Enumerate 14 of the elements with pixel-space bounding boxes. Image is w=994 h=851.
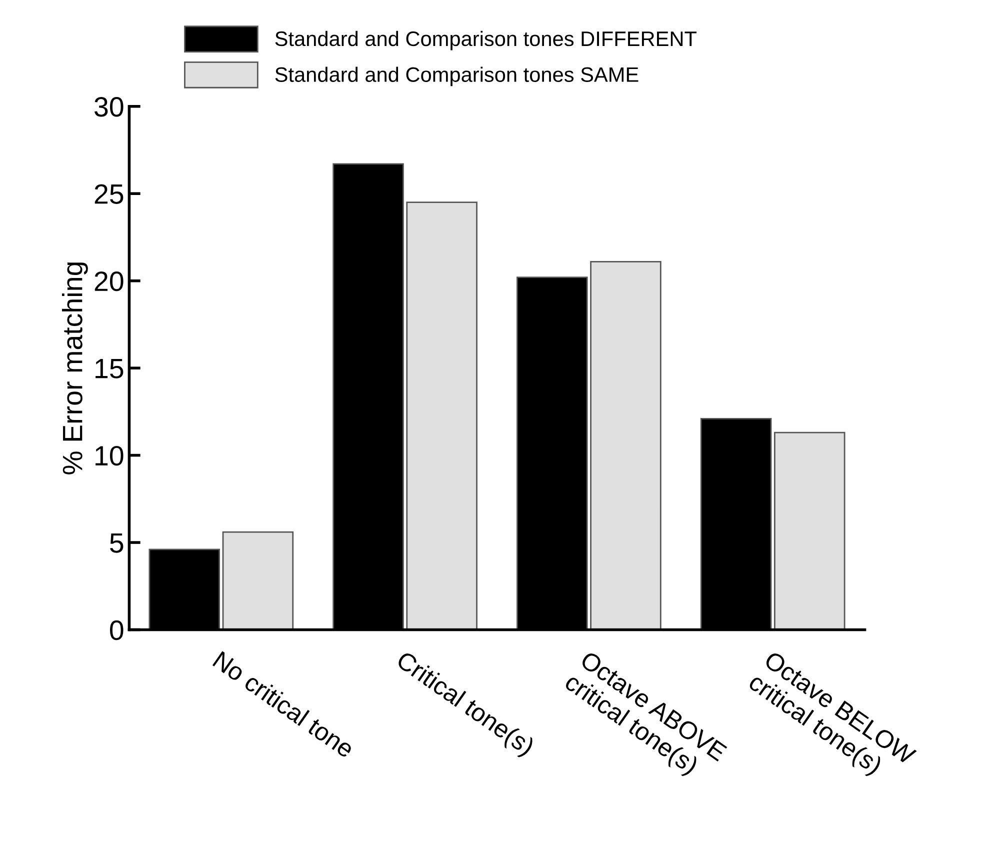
y-tick-label: 15 [96,359,124,378]
bar [590,260,662,630]
legend-label: Standard and Comparison tones DIFFERENT [275,30,696,50]
bar [222,531,294,630]
y-tick-label: 20 [94,272,124,292]
y-tick-label: 30 [94,97,124,117]
y-axis-title: % Error matching [62,262,88,474]
legend-label: Standard and Comparison tones SAME [275,66,638,86]
y-tick-label: 25 [94,184,124,204]
y-tick-label: 5 [110,533,124,553]
bar [406,202,478,630]
y-tick-label: 10 [96,446,124,466]
y-tick-label: 0 [110,620,124,640]
bar [774,432,846,630]
